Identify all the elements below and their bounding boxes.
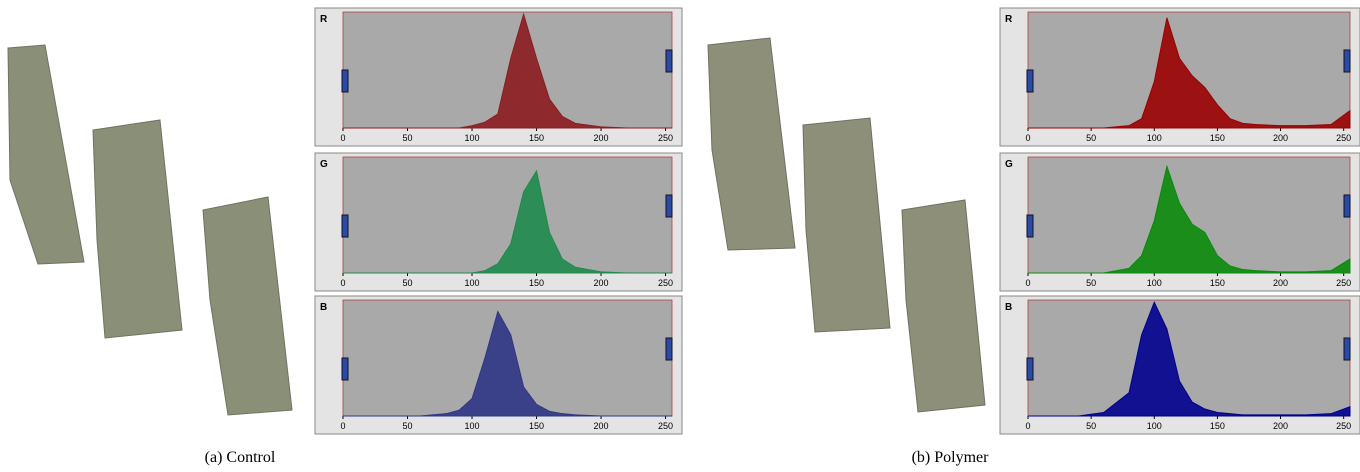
- x-tick-label: 0: [1025, 278, 1030, 288]
- x-tick-label: 0: [1025, 421, 1030, 431]
- slider-handle: [665, 49, 673, 73]
- x-tick-label: 0: [340, 421, 345, 431]
- x-tick-label: 50: [403, 421, 413, 431]
- slider-handle: [341, 69, 349, 93]
- x-tick-label: 200: [594, 278, 609, 288]
- x-tick-label: 200: [1273, 421, 1288, 431]
- caption: (a) Control: [205, 449, 276, 466]
- slider-handle: [1343, 337, 1351, 361]
- x-tick-label: 150: [1210, 421, 1225, 431]
- x-tick-label: 200: [594, 133, 609, 143]
- slider-handle: [665, 194, 673, 218]
- x-tick-label: 50: [1086, 421, 1096, 431]
- x-tick-label: 0: [340, 278, 345, 288]
- photos-polymer: [707, 37, 986, 413]
- x-tick-label: 150: [529, 278, 544, 288]
- channel-label: R: [1005, 14, 1013, 25]
- x-tick-label: 100: [465, 278, 480, 288]
- histogram-area: [1028, 17, 1351, 129]
- x-tick-label: 100: [1147, 133, 1162, 143]
- channel-label: G: [1005, 159, 1013, 170]
- photo-strip: [92, 119, 183, 339]
- x-tick-label: 50: [1086, 278, 1096, 288]
- x-tick-label: 100: [465, 421, 480, 431]
- channel-label: B: [320, 302, 327, 313]
- x-tick-label: 150: [529, 421, 544, 431]
- slider-handle: [1343, 49, 1351, 73]
- slider-handle: [1026, 357, 1034, 381]
- x-tick-label: 250: [658, 278, 673, 288]
- histogram-area: [343, 12, 672, 129]
- x-tick-label: 150: [1210, 278, 1225, 288]
- x-tick-label: 250: [1336, 278, 1351, 288]
- channel-label: G: [320, 159, 328, 170]
- slider-handle: [341, 357, 349, 381]
- x-tick-label: 200: [1273, 133, 1288, 143]
- slider-handle: [1026, 214, 1034, 238]
- histogram-area: [343, 310, 672, 417]
- x-tick-label: 50: [1086, 133, 1096, 143]
- slider-handle: [1343, 194, 1351, 218]
- x-tick-label: 250: [1336, 421, 1351, 431]
- histogram-area: [1028, 301, 1351, 417]
- photo-strip: [802, 117, 891, 333]
- slider-handle: [665, 337, 673, 361]
- photo-strip: [202, 196, 293, 416]
- channel-label: R: [320, 14, 328, 25]
- x-tick-label: 100: [1147, 421, 1162, 431]
- histogram-area: [1028, 164, 1351, 274]
- histogram-area: [343, 169, 672, 274]
- x-tick-label: 200: [1273, 278, 1288, 288]
- slider-handle: [341, 214, 349, 238]
- x-tick-label: 0: [1025, 133, 1030, 143]
- x-tick-label: 250: [658, 133, 673, 143]
- x-tick-label: 50: [403, 278, 413, 288]
- x-tick-label: 50: [403, 133, 413, 143]
- channel-label: B: [1005, 302, 1012, 313]
- x-tick-label: 0: [340, 133, 345, 143]
- x-tick-label: 150: [1210, 133, 1225, 143]
- photo-strip: [707, 37, 796, 251]
- photo-strip: [7, 44, 85, 265]
- photo-strip: [901, 199, 986, 413]
- x-tick-label: 250: [1336, 133, 1351, 143]
- photos-control: [7, 44, 293, 416]
- x-tick-label: 200: [594, 421, 609, 431]
- x-tick-label: 100: [465, 133, 480, 143]
- x-tick-label: 150: [529, 133, 544, 143]
- slider-handle: [1026, 69, 1034, 93]
- x-tick-label: 100: [1147, 278, 1162, 288]
- x-tick-label: 250: [658, 421, 673, 431]
- caption: (b) Polymer: [912, 449, 990, 466]
